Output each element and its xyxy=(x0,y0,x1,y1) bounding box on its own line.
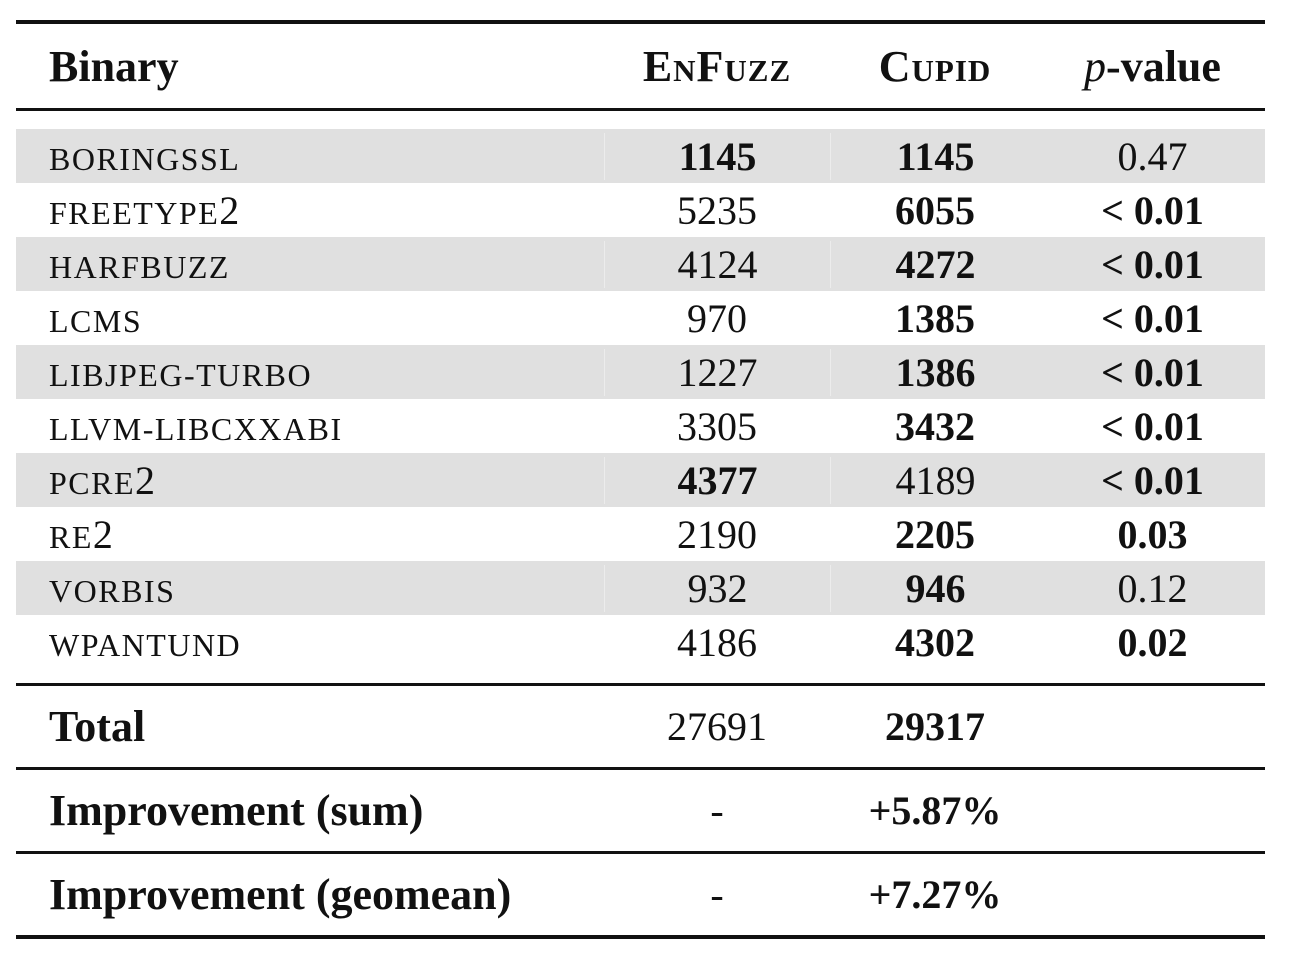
improvement-sum-label: Improvement (sum) xyxy=(49,786,424,835)
binary-name: libjpeg-turbo xyxy=(49,356,313,393)
enfuzz-cell: 970 xyxy=(687,295,747,341)
improvement-geomean-enfuzz: - xyxy=(710,872,724,917)
cupid-cell: 1385 xyxy=(895,295,975,341)
table-row: re2 2190 2205 0.03 xyxy=(16,507,1265,561)
pvalue-cell: < 0.01 xyxy=(1101,457,1204,503)
binary-cell: re2 xyxy=(16,511,604,558)
table-row: lcms 970 1385 < 0.01 xyxy=(16,291,1265,345)
improvement-geomean-cupid: +7.27% xyxy=(868,872,1002,917)
table-row: libjpeg-turbo 1227 1386 < 0.01 xyxy=(16,345,1265,399)
pvalue-cell: < 0.01 xyxy=(1101,403,1204,449)
binary-name: vorbis xyxy=(49,572,176,609)
header-pvalue: p-value xyxy=(1040,41,1265,92)
table-row: vorbis 932 946 0.12 xyxy=(16,561,1265,615)
table-row: llvm-libcxxabi 3305 3432 < 0.01 xyxy=(16,399,1265,453)
table-row: pcre2 4377 4189 < 0.01 xyxy=(16,453,1265,507)
pvalue-cell: < 0.01 xyxy=(1101,349,1204,395)
pvalue-cell: 0.03 xyxy=(1117,511,1188,557)
cupid-cell: 4189 xyxy=(830,456,1040,504)
enfuzz-cell: 4377 xyxy=(604,456,830,504)
binary-cell: vorbis xyxy=(16,565,604,612)
binary-cell: freetype2 xyxy=(16,187,604,234)
improvement-sum-row: Improvement (sum) - +5.87% xyxy=(16,770,1265,851)
binary-name: freetype xyxy=(49,194,220,231)
cupid-cell: 1386 xyxy=(830,348,1040,396)
binary-cell: libjpeg-turbo xyxy=(16,349,604,396)
header-rule xyxy=(16,108,1265,111)
cupid-cell: 1145 xyxy=(830,132,1040,180)
cupid-cell: 946 xyxy=(830,564,1040,612)
pvalue-cell: < 0.01 xyxy=(1101,241,1204,287)
binary-name: wpantund xyxy=(49,626,242,663)
binary-digit: 2 xyxy=(135,457,156,503)
binary-digit: 2 xyxy=(219,187,240,233)
cupid-cell: 4272 xyxy=(830,240,1040,288)
enfuzz-cell: 4124 xyxy=(604,240,830,288)
binary-name: pcre xyxy=(49,464,136,501)
bottom-rule xyxy=(16,935,1265,939)
body-rule xyxy=(16,683,1265,686)
binary-name: re xyxy=(49,518,93,555)
header-enfuzz: EnFuzz xyxy=(642,41,792,91)
binary-cell: pcre2 xyxy=(16,457,604,504)
binary-cell: llvm-libcxxabi xyxy=(16,403,604,450)
improvement-sum-cupid: +5.87% xyxy=(868,788,1002,833)
improvement-sum-enfuzz: - xyxy=(710,788,724,833)
total-label: Total xyxy=(49,702,146,751)
enfuzz-cell: 1227 xyxy=(604,348,830,396)
total-enfuzz: 27691 xyxy=(667,704,767,749)
binary-digit: 2 xyxy=(92,511,113,557)
enfuzz-cell: 4186 xyxy=(677,619,757,665)
improvement-rule xyxy=(16,851,1265,854)
cupid-cell: 6055 xyxy=(895,187,975,233)
header-cupid: Cupid xyxy=(878,41,992,91)
pvalue-cell: 0.47 xyxy=(1117,133,1188,179)
cupid-cell: 2205 xyxy=(895,511,975,557)
pvalue-cell: 0.12 xyxy=(1117,565,1188,611)
table-row: boringssl 1145 1145 0.47 xyxy=(16,129,1265,183)
binary-name: harfbuzz xyxy=(49,248,230,285)
improvement-geomean-label: Improvement (geomean) xyxy=(49,870,512,919)
binary-cell: boringssl xyxy=(16,133,604,180)
header-binary: Binary xyxy=(49,41,179,91)
cupid-cell: 3432 xyxy=(895,403,975,449)
header-pvalue-p: p xyxy=(1084,41,1107,91)
enfuzz-cell: 932 xyxy=(604,564,830,612)
enfuzz-cell: 5235 xyxy=(677,187,757,233)
table-row: harfbuzz 4124 4272 < 0.01 xyxy=(16,237,1265,291)
cupid-cell: 4302 xyxy=(895,619,975,665)
enfuzz-cell: 2190 xyxy=(677,511,757,557)
enfuzz-cell: 1145 xyxy=(604,132,830,180)
binary-name: lcms xyxy=(49,302,143,339)
binary-cell: lcms xyxy=(16,295,604,342)
header-pvalue-rest: -value xyxy=(1106,41,1221,91)
total-rule xyxy=(16,767,1265,770)
top-rule xyxy=(16,20,1265,24)
data-rows: boringssl 1145 1145 0.47 freetype2 5235 … xyxy=(16,129,1265,669)
binary-name: llvm-libcxxabi xyxy=(49,410,343,447)
table-row: wpantund 4186 4302 0.02 xyxy=(16,615,1265,669)
binary-cell: harfbuzz xyxy=(16,241,604,288)
total-row: Total 27691 29317 xyxy=(16,686,1265,767)
improvement-geomean-row: Improvement (geomean) - +7.27% xyxy=(16,854,1265,935)
header-row: Binary EnFuzz Cupid p-value xyxy=(16,24,1265,108)
pvalue-cell: < 0.01 xyxy=(1101,295,1204,341)
pvalue-cell: 0.02 xyxy=(1117,619,1188,665)
binary-name: boringssl xyxy=(49,140,241,177)
binary-cell: wpantund xyxy=(16,619,604,666)
total-cupid: 29317 xyxy=(885,704,985,749)
enfuzz-cell: 3305 xyxy=(677,403,757,449)
table-row: freetype2 5235 6055 < 0.01 xyxy=(16,183,1265,237)
pvalue-cell: < 0.01 xyxy=(1101,187,1204,233)
results-table: Binary EnFuzz Cupid p-value boringssl 11… xyxy=(16,20,1265,939)
